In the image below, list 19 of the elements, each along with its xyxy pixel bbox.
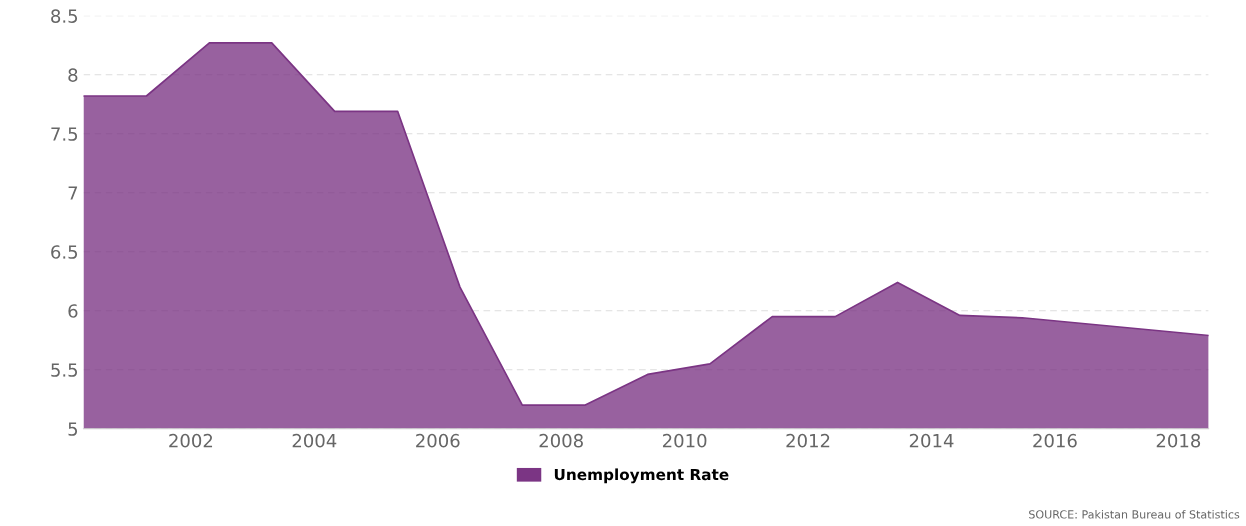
source-note: SOURCE: Pakistan Bureau of Statistics bbox=[1029, 509, 1240, 519]
y-tick-label: 6 bbox=[68, 304, 78, 318]
y-tick-label: 7.5 bbox=[51, 127, 78, 141]
y-tick-label: 5.5 bbox=[51, 363, 78, 377]
x-tick-label: 2014 bbox=[909, 433, 954, 448]
x-tick-label: 2016 bbox=[1033, 433, 1077, 448]
x-tick-label: 2012 bbox=[786, 433, 830, 448]
x-tick-label: 2010 bbox=[662, 433, 707, 448]
x-tick-label: 2008 bbox=[539, 433, 583, 448]
y-tick-label: 8 bbox=[68, 68, 78, 82]
y-tick-label: 8.5 bbox=[51, 9, 78, 23]
y-tick-label: 5 bbox=[68, 422, 78, 436]
x-tick-label: 2018 bbox=[1156, 433, 1201, 448]
x-tick-label: 2004 bbox=[292, 433, 337, 448]
y-tick-label: 6.5 bbox=[51, 245, 78, 259]
y-tick-label: 7 bbox=[68, 186, 78, 200]
x-tick-label: 2006 bbox=[416, 433, 460, 448]
legend-label: Unemployment Rate bbox=[554, 468, 729, 484]
x-tick-label: 2002 bbox=[169, 433, 213, 448]
